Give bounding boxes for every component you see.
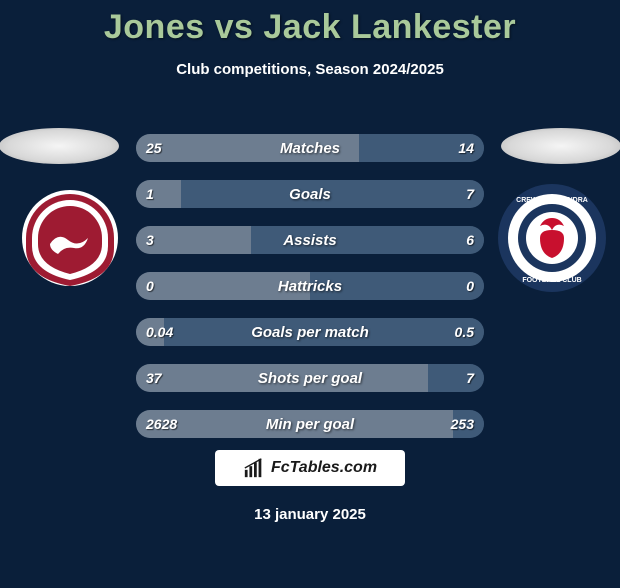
- pedestal-left: [0, 128, 119, 164]
- comparison-title: Jones vs Jack Lankester: [0, 8, 620, 47]
- vs-text: vs: [215, 8, 254, 46]
- player1-name: Jones: [104, 8, 205, 46]
- snapshot-date: 13 january 2025: [0, 506, 620, 523]
- club-badge-left: [20, 188, 120, 288]
- pedestal-right: [501, 128, 620, 164]
- stat-row: 377Shots per goal: [136, 364, 484, 392]
- stat-label: Min per goal: [136, 410, 484, 438]
- stat-label: Shots per goal: [136, 364, 484, 392]
- subtitle: Club competitions, Season 2024/2025: [0, 61, 620, 78]
- stat-label: Goals per match: [136, 318, 484, 346]
- stat-label: Hattricks: [136, 272, 484, 300]
- stat-row: 0.040.5Goals per match: [136, 318, 484, 346]
- club-badge-right: CREWE ALEXANDRA FOOTBALL CLUB: [496, 182, 608, 294]
- stat-row: 36Assists: [136, 226, 484, 254]
- stat-bars: 2514Matches 17Goals 36Assists 00Hattricks 0.…: [136, 134, 484, 456]
- svg-text:FOOTBALL CLUB: FOOTBALL CLUB: [522, 277, 581, 284]
- stat-row: 2514Matches: [136, 134, 484, 162]
- morecambe-badge-icon: [20, 188, 120, 288]
- svg-text:CREWE ALEXANDRA: CREWE ALEXANDRA: [516, 197, 588, 204]
- player2-name: Jack Lankester: [263, 8, 516, 46]
- footer-brand-text: FcTables.com: [271, 459, 377, 477]
- fctables-logo: FcTables.com: [215, 450, 405, 486]
- crewe-badge-icon: CREWE ALEXANDRA FOOTBALL CLUB: [496, 182, 608, 294]
- stat-row: 17Goals: [136, 180, 484, 208]
- stat-label: Assists: [136, 226, 484, 254]
- stat-label: Matches: [136, 134, 484, 162]
- stat-row: 2628253Min per goal: [136, 410, 484, 438]
- chart-icon: [243, 457, 265, 479]
- stat-label: Goals: [136, 180, 484, 208]
- stat-row: 00Hattricks: [136, 272, 484, 300]
